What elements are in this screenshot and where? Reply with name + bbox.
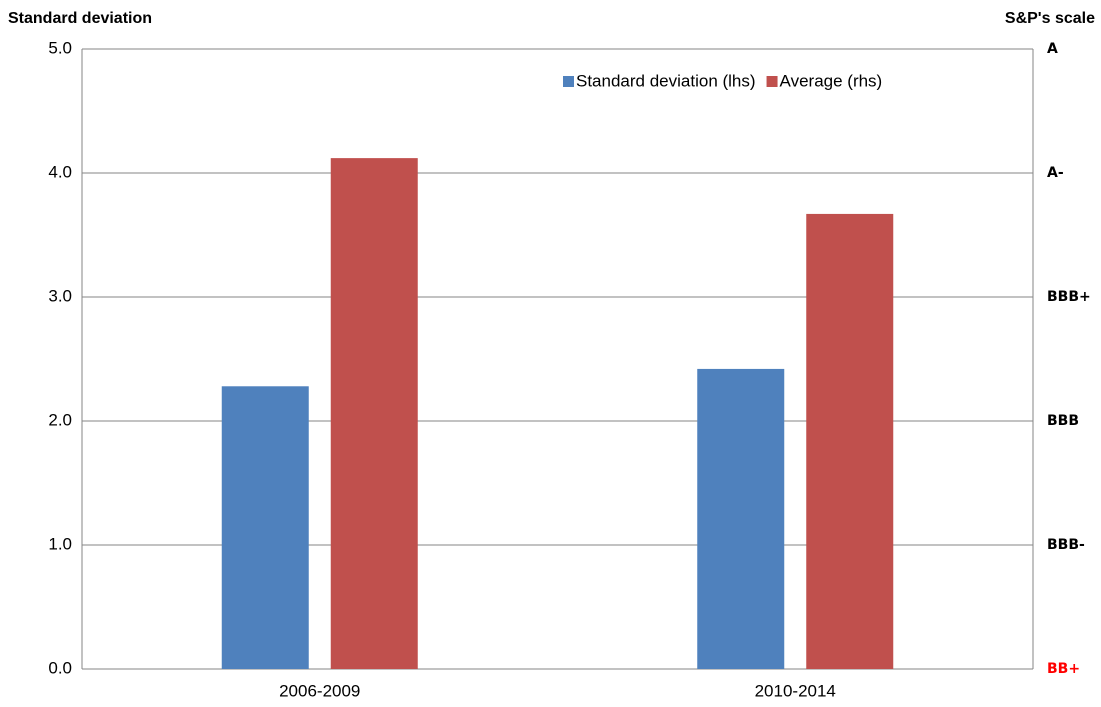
legend-label: Average (rhs) [780, 71, 883, 90]
y-tick-label: 5.0 [48, 38, 72, 57]
bar [330, 158, 418, 669]
y2-axis-title: S&P's scale [1005, 10, 1095, 27]
bar [221, 386, 309, 669]
y2-tick-label: BBB- [1047, 537, 1085, 553]
y2-tick-label: BBB+ [1047, 289, 1091, 305]
y-tick-label: 2.0 [48, 410, 72, 429]
x-tick-label: 2006-2009 [279, 681, 360, 700]
y2-tick-label: A [1047, 41, 1058, 57]
legend-swatch [766, 76, 778, 87]
y-tick-label: 3.0 [48, 286, 72, 305]
y-tick-label: 4.0 [48, 162, 72, 181]
legend-label: Standard deviation (lhs) [576, 71, 756, 90]
legend-swatch [563, 76, 574, 87]
x-tick-label: 2010-2014 [755, 681, 836, 700]
y-tick-label: 0.0 [48, 658, 72, 677]
y2-tick-label: A- [1047, 165, 1064, 181]
y2-tick-label: BBB [1047, 413, 1079, 429]
y2-tick-label: BB+ [1047, 661, 1080, 677]
bar [806, 213, 894, 670]
bar [697, 368, 785, 669]
y-axis-title: Standard deviation [8, 10, 152, 27]
y-tick-label: 1.0 [48, 534, 72, 553]
